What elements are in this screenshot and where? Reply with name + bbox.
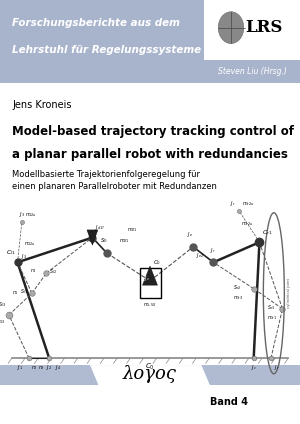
Text: Steven Liu (Hrsg.): Steven Liu (Hrsg.) [218,67,286,75]
Bar [0,0,204,83]
Text: $J_{d1?}$: $J_{d1?}$ [95,223,106,232]
Text: $m_{r2u}$: $m_{r2u}$ [242,220,254,228]
Text: Band 4: Band 4 [210,397,248,407]
Text: $m_{21}$: $m_{21}$ [119,237,130,245]
Text: $J_r$: $J_r$ [210,246,216,255]
Text: $m_{r1}$: $m_{r1}$ [268,314,278,322]
Text: $r_{l3}$: $r_{l3}$ [38,363,45,372]
Bar [0,365,300,385]
Text: $S_0$: $S_0$ [100,237,108,245]
Text: Jens Kroneis: Jens Kroneis [12,100,71,110]
Text: $m_{l,50}$: $m_{l,50}$ [143,302,157,309]
Text: $J_e$: $J_e$ [187,230,194,239]
Text: $m_{r3}$: $m_{r3}$ [233,294,243,302]
Text: $r_{l1}$: $r_{l1}$ [12,288,19,297]
Polygon shape [142,266,158,285]
Text: $J_r$: $J_r$ [230,199,236,208]
Text: $J_v$: $J_v$ [144,274,150,283]
Text: $r_{l4}$: $r_{l4}$ [30,266,37,275]
Bar [204,59,300,83]
Bar [140,268,160,298]
Text: $J_{e2}$: $J_{e2}$ [196,251,204,260]
Text: Lehrstuhl für Regelungssysteme: Lehrstuhl für Regelungssysteme [12,45,201,55]
Text: $S_{r1}$: $S_{r1}$ [268,303,276,312]
Text: LRS: LRS [245,19,283,36]
Text: $C_{l1}$: $C_{l1}$ [5,248,16,257]
Text: $r_{l2}$: $r_{l2}$ [31,363,37,372]
Text: $m_{r2u}$: $m_{r2u}$ [242,200,255,208]
Text: $J_r$: $J_r$ [274,363,280,372]
Text: $S_{l2}$: $S_{l2}$ [49,267,57,276]
Polygon shape [87,230,98,245]
Text: $C_0$: $C_0$ [145,362,155,372]
Text: $J_3$: $J_3$ [19,210,25,219]
Text: $C_0$: $C_0$ [153,258,161,267]
Ellipse shape [218,12,244,44]
Text: $S_{l3}$: $S_{l3}$ [0,301,6,310]
Text: $J_1$: $J_1$ [17,363,23,372]
Text: cylindrical joint: cylindrical joint [287,278,291,308]
Text: a planar parallel robot with redundancies: a planar parallel robot with redundancie… [12,148,288,162]
Text: λογος: λογος [123,365,177,383]
Text: Forschungsberichte aus dem: Forschungsberichte aus dem [12,18,180,28]
Text: $m_{l2u}$: $m_{l2u}$ [23,240,35,248]
Text: $S_{l1}$: $S_{l1}$ [20,287,28,296]
Polygon shape [90,365,210,385]
Text: $J_2$: $J_2$ [46,363,52,372]
Text: $m_{l2u}$: $m_{l2u}$ [25,211,37,219]
Text: $J_4$: $J_4$ [55,363,61,372]
Text: einen planaren Parallelroboter mit Redundanzen: einen planaren Parallelroboter mit Redun… [12,182,217,191]
Text: $m_{l3}$: $m_{l3}$ [0,318,6,326]
Text: $S_{r2}$: $S_{r2}$ [233,283,241,292]
Text: Modellbasierte Trajektorienfolgeregelung für: Modellbasierte Trajektorienfolgeregelung… [12,170,200,179]
Text: $J_3$: $J_3$ [20,252,27,261]
Text: $m_{21}$: $m_{21}$ [127,226,138,234]
Bar [204,0,300,59]
Text: Model-based trajectory tracking control of: Model-based trajectory tracking control … [12,125,294,138]
Text: $C_{r1}$: $C_{r1}$ [262,228,273,237]
Text: $J_c$: $J_c$ [251,363,257,372]
